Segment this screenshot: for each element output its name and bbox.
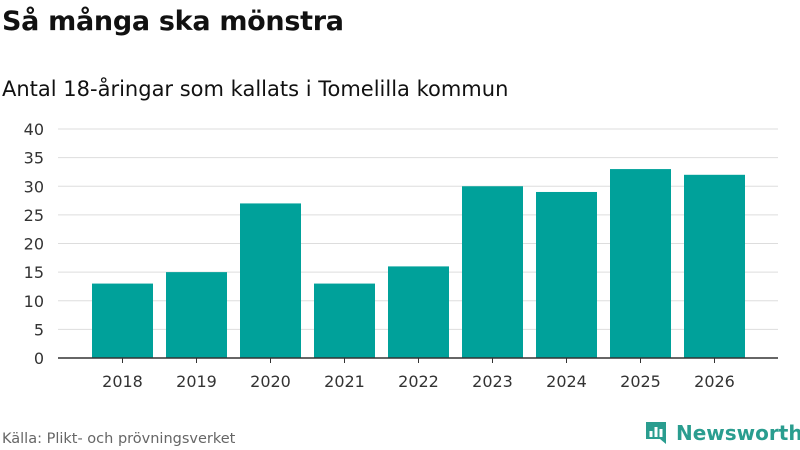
bar-2023: [462, 186, 523, 358]
y-tick-label: 40: [24, 120, 44, 139]
x-tick-label: 2018: [102, 372, 143, 391]
source-note: Källa: Plikt- och prövningsverket: [2, 431, 236, 447]
y-tick-label: 35: [24, 149, 44, 168]
bar-2021: [314, 283, 375, 358]
x-tick-label: 2020: [250, 372, 291, 391]
x-axis-ticks: 2018 2019 2020 2021 2022 2023 2024 2025 2026: [102, 358, 735, 391]
x-tick-label: 2024: [546, 372, 587, 391]
bars: [92, 169, 745, 358]
brand-name: Newsworthy: [676, 421, 800, 445]
x-tick-label: 2026: [694, 372, 735, 391]
bar-2019: [166, 272, 227, 358]
y-tick-label: 25: [24, 206, 44, 225]
bar-chart-document-icon: [646, 422, 666, 444]
x-tick-label: 2022: [398, 372, 439, 391]
chart-subtitle: Antal 18-åringar som kallats i Tomelilla…: [2, 77, 509, 101]
bar-2024: [536, 191, 597, 358]
y-tick-label: 15: [24, 263, 44, 282]
x-tick-label: 2021: [324, 372, 365, 391]
y-tick-label: 0: [34, 349, 44, 368]
bar-2020: [240, 203, 301, 358]
y-tick-label: 20: [24, 235, 44, 254]
y-tick-label: 5: [34, 320, 44, 339]
bar-2018: [92, 283, 153, 358]
brand-logo[interactable]: Newsworthy: [644, 420, 800, 446]
bar-2025: [610, 169, 671, 358]
y-tick-label: 10: [24, 292, 44, 311]
x-tick-label: 2019: [176, 372, 217, 391]
bar-2026: [684, 174, 745, 358]
y-tick-label: 30: [24, 177, 44, 196]
bar-2022: [388, 266, 449, 358]
x-tick-label: 2025: [620, 372, 661, 391]
x-tick-label: 2023: [472, 372, 513, 391]
y-axis-ticks: 0 5 10 15 20 25 30 35 40: [24, 120, 44, 368]
chart-title: Så många ska mönstra: [2, 6, 344, 37]
